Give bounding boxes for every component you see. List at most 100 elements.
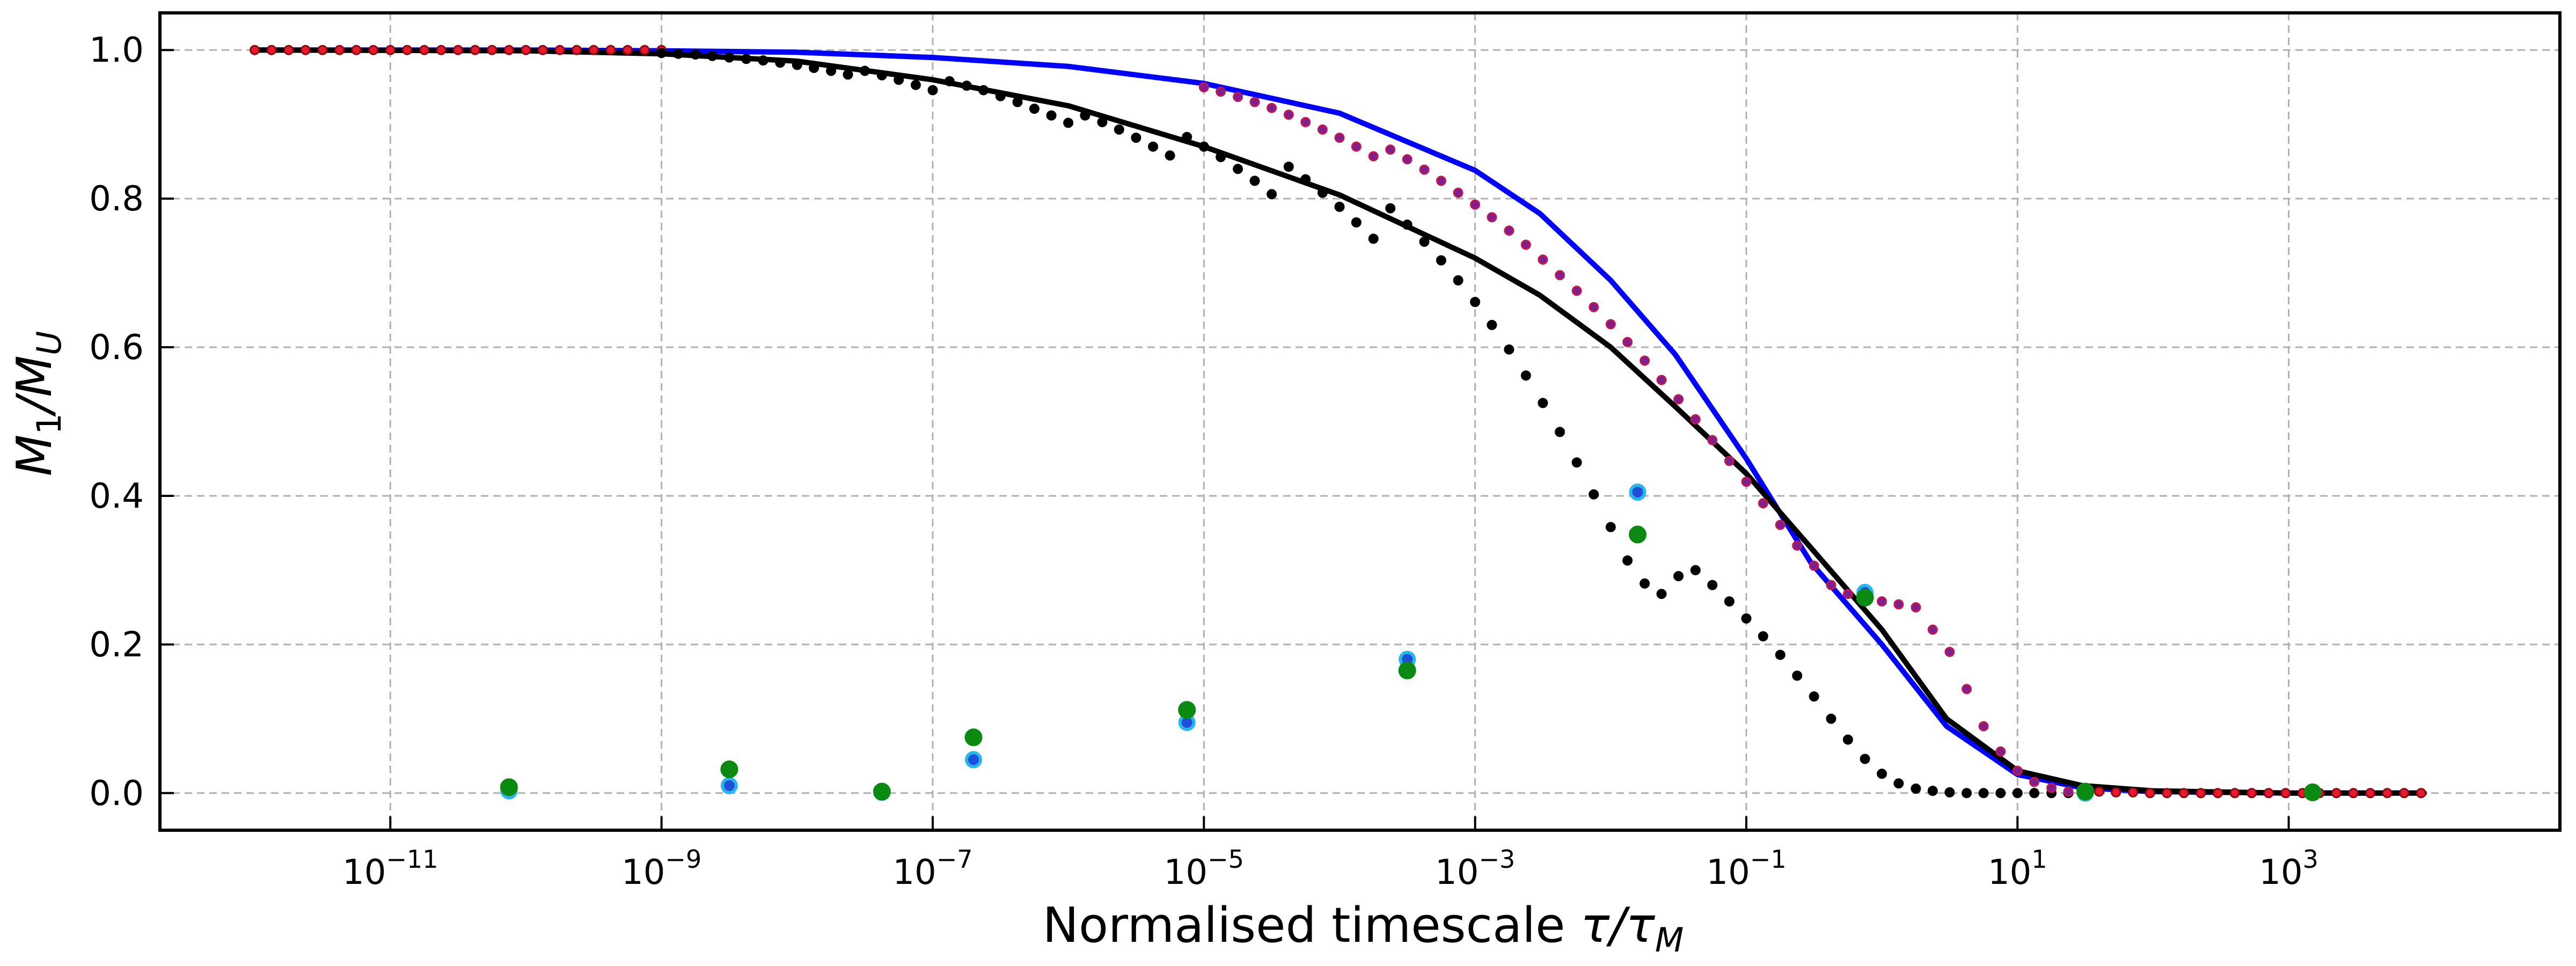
data-point <box>741 54 752 64</box>
data-point <box>1826 713 1836 724</box>
data-point <box>1775 519 1785 530</box>
x-tick-label: 10−1 <box>1706 845 1786 892</box>
data-point <box>1351 217 1362 228</box>
data-point <box>1182 131 1192 142</box>
data-point <box>1911 784 1921 794</box>
y-axis-label-m: M <box>6 435 63 477</box>
data-point <box>1629 525 1646 544</box>
data-point <box>1792 670 1803 681</box>
data-point <box>1398 661 1416 679</box>
data-point <box>436 45 447 55</box>
data-point <box>1300 174 1311 185</box>
data-point <box>1629 484 1646 501</box>
data-point <box>2280 788 2291 799</box>
data-point <box>1165 150 1175 161</box>
data-point <box>1589 489 1599 500</box>
data-point <box>1198 141 1209 152</box>
data-point <box>961 80 972 91</box>
x-tick-label: 10−5 <box>1164 845 1244 892</box>
x-tick-label: 101 <box>1988 845 2047 892</box>
series-1 <box>252 47 2427 796</box>
data-point <box>965 751 982 769</box>
data-point <box>1978 788 1989 799</box>
data-point <box>1402 219 1413 230</box>
data-point <box>1368 151 1379 162</box>
data-point <box>1622 336 1633 347</box>
y-tick-label: 1.0 <box>89 31 144 70</box>
data-point <box>1538 254 1548 265</box>
x-tick-label-base: 10 <box>892 853 936 892</box>
data-point <box>894 75 904 85</box>
x-tick-label-exponent: −5 <box>1208 845 1244 874</box>
data-point <box>1589 302 1599 312</box>
data-point <box>605 45 616 55</box>
data-point <box>1707 435 1718 445</box>
data-point <box>2012 788 2023 799</box>
data-point <box>1877 769 1887 779</box>
data-point <box>1504 344 1514 355</box>
data-point <box>2162 788 2172 799</box>
data-point <box>1283 109 1294 120</box>
data-point <box>1317 124 1328 135</box>
data-point <box>1470 297 1481 308</box>
data-point <box>1317 187 1328 198</box>
data-point <box>1267 189 1277 200</box>
data-point <box>1046 110 1057 121</box>
data-point <box>521 45 531 55</box>
series-6 <box>500 525 2322 801</box>
y-axis-label-sub2: U <box>30 331 69 355</box>
data-point <box>385 45 396 55</box>
data-point <box>1029 104 1040 114</box>
data-point <box>1351 141 1362 152</box>
y-tick-label: 0.2 <box>89 625 144 665</box>
data-point <box>1775 649 1785 660</box>
data-point <box>1640 355 1650 366</box>
data-point <box>503 45 514 55</box>
data-point <box>1334 201 1345 212</box>
data-point <box>1571 457 1582 468</box>
x-tick-label-base: 10 <box>1706 853 1750 892</box>
ticks: 10−11 10−9 10−7 10−5 10−3 10−1 101 1030.00.20.4… <box>89 31 2318 892</box>
data-point <box>2111 787 2121 797</box>
data-point <box>673 48 684 59</box>
data-point <box>1419 164 1430 175</box>
data-point <box>1131 133 1141 143</box>
data-point <box>1097 117 1108 127</box>
data-point <box>1724 596 1735 607</box>
data-point <box>2213 788 2223 799</box>
data-point <box>1249 175 1260 186</box>
x-tick-label-exponent: −1 <box>1750 845 1787 874</box>
data-point <box>1978 721 1989 731</box>
data-point <box>1436 255 1446 266</box>
y-axis-label-mid: /M <box>6 355 63 417</box>
data-point <box>843 69 853 80</box>
data-point <box>1893 778 1904 789</box>
data-point <box>1470 199 1481 210</box>
data-point <box>1962 684 1972 694</box>
data-point <box>2012 765 2023 776</box>
data-point <box>487 45 497 55</box>
data-point <box>2416 788 2426 799</box>
data-point <box>317 45 328 55</box>
data-point <box>2076 782 2095 801</box>
data-point <box>1063 118 1074 128</box>
series-layer <box>250 45 2427 802</box>
data-point <box>656 48 667 58</box>
data-point <box>775 57 786 68</box>
series-2 <box>250 45 2426 799</box>
data-point <box>707 50 718 61</box>
data-point <box>2145 788 2155 799</box>
data-point <box>1690 414 1701 425</box>
data-point <box>1927 624 1938 635</box>
x-tick-label-base: 10 <box>1164 853 1208 892</box>
data-point <box>1249 97 1260 107</box>
data-point <box>1300 117 1311 127</box>
data-point <box>572 45 582 55</box>
data-point <box>1504 225 1514 236</box>
data-point <box>402 45 413 55</box>
data-point <box>1656 589 1667 599</box>
x-tick-label-base: 10 <box>1435 853 1479 892</box>
data-point <box>1893 599 1904 610</box>
